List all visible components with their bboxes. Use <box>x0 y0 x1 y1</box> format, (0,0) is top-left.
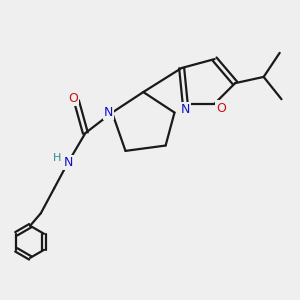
Text: N: N <box>64 156 73 169</box>
Text: N: N <box>181 103 190 116</box>
Text: O: O <box>216 102 226 115</box>
Text: O: O <box>68 92 78 105</box>
Text: H: H <box>53 153 61 163</box>
Text: N: N <box>104 106 113 119</box>
